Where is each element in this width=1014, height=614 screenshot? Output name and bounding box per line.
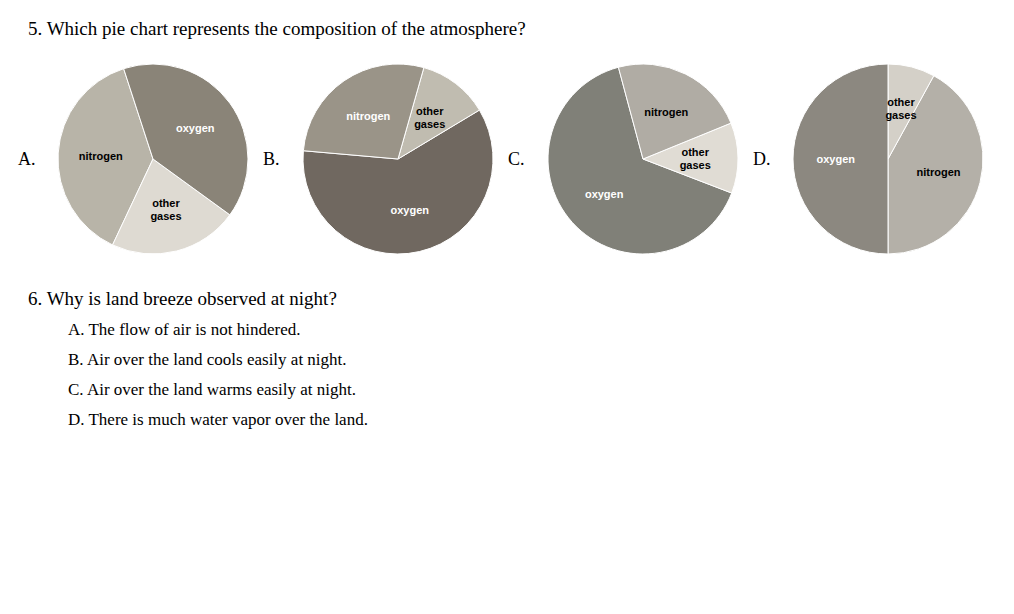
svg-text:nitrogen: nitrogen (79, 150, 123, 162)
html-text:D.: D. (753, 148, 771, 169)
svg-text:oxygen: oxygen (585, 188, 624, 200)
html-text:A.: A. (18, 148, 36, 169)
svg-text:nitrogen: nitrogen (644, 106, 688, 118)
html-text:C.: C. (508, 148, 525, 169)
html-text:B. Air over the land cools eas: B. Air over the land cools easily at nig… (68, 350, 347, 369)
svg-text:oxygen: oxygen (390, 204, 429, 216)
svg-text:othergases: othergases (414, 105, 445, 130)
html-text:D. There is much water vapor o: D. There is much water vapor over the la… (68, 410, 368, 429)
html-text:A. The flow of air is not hind: A. The flow of air is not hindered. (68, 320, 301, 339)
html-text:6. Why is land breeze observed: 6. Why is land breeze observed at night? (28, 288, 337, 309)
svg-text:oxygen: oxygen (816, 153, 855, 165)
svg-text:oxygen: oxygen (176, 122, 215, 134)
html-text:5. Which pie chart represents: 5. Which pie chart represents the compos… (28, 18, 526, 39)
svg-text:othergases: othergases (680, 146, 711, 171)
svg-text:othergases: othergases (885, 96, 916, 121)
html-text:C. Air over the land warms eas: C. Air over the land warms easily at nig… (68, 380, 356, 399)
svg-text:othergases: othergases (150, 197, 181, 222)
svg-text:nitrogen: nitrogen (917, 166, 961, 178)
svg-text:nitrogen: nitrogen (346, 110, 390, 122)
html-text:B.: B. (263, 148, 280, 169)
